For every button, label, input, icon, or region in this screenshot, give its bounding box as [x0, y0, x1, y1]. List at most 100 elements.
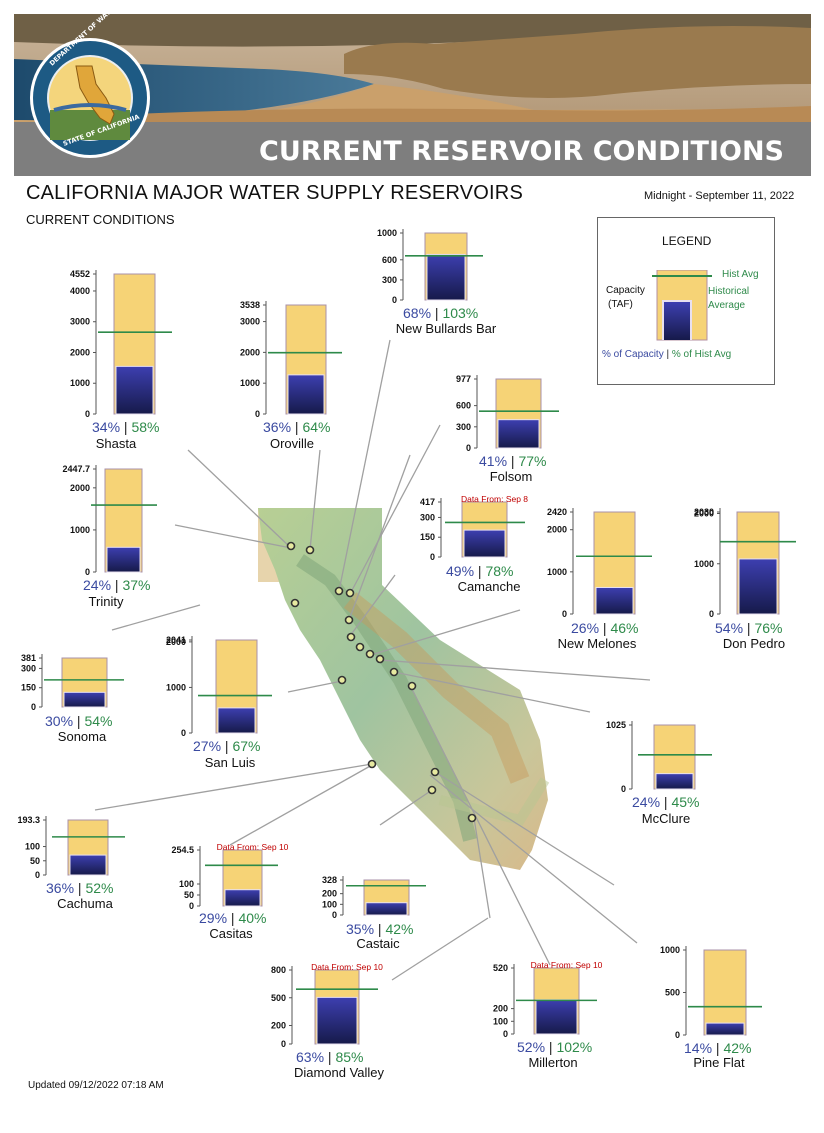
map-marker [355, 642, 365, 652]
reservoir-name: McClure [641, 811, 691, 826]
percent-readout: 36% | 52% [46, 880, 113, 896]
pct-hist-avg: 103% [442, 305, 479, 321]
page-subtitle: CURRENT CONDITIONS [26, 212, 175, 227]
pct-hist-avg: 77% [518, 453, 547, 469]
percent-readout: 29% | 40% [199, 910, 266, 926]
pct-capacity: 35% [346, 921, 375, 937]
map-marker [407, 681, 417, 691]
percent-readout: 34% | 58% [92, 419, 159, 435]
legend-historical-label: Historical [708, 286, 750, 297]
pct-separator: | [291, 419, 303, 435]
banner-title: CURRENT RESERVOIR CONDITIONS [259, 136, 784, 167]
reservoir-name: Folsom [489, 469, 533, 484]
pct-separator: | [221, 738, 233, 754]
legend-capacity-unit: (TAF) [608, 299, 633, 310]
pct-capacity: 36% [46, 880, 75, 896]
map-marker [286, 541, 296, 551]
pct-hist-avg: 54% [84, 713, 113, 729]
pct-separator: | [545, 1039, 557, 1055]
pct-separator: | [712, 1040, 724, 1056]
legend-sample-bar [652, 270, 712, 341]
pct-hist-avg: 40% [238, 910, 267, 926]
reservoir-name: Diamond Valley [293, 1065, 385, 1080]
reservoir-name: Shasta [95, 436, 137, 451]
map-marker [290, 598, 300, 608]
legend-pct-hist: % of Hist Avg [671, 349, 732, 360]
data-date-note: Data From: Sep 8 [460, 494, 529, 504]
reservoir-name: New Bullards Bar [395, 321, 497, 336]
pct-capacity: 54% [715, 620, 744, 636]
percent-readout: 14% | 42% [684, 1040, 751, 1056]
map-marker [367, 759, 377, 769]
pct-capacity: 41% [479, 453, 508, 469]
pct-separator: | [111, 577, 123, 593]
pct-separator: | [507, 453, 519, 469]
reservoir-markers [286, 541, 477, 823]
map-marker [346, 632, 356, 642]
legend: LEGEND Hist Avg Capacity (TAF) Historica… [597, 217, 775, 385]
pct-capacity: 36% [263, 419, 292, 435]
updated-timestamp: Updated 09/12/2022 07:18 AM [28, 1080, 164, 1091]
legend-capacity-label: Capacity [606, 285, 645, 296]
map-marker [334, 586, 344, 596]
pct-capacity: 63% [296, 1049, 325, 1065]
leader-lines [94, 339, 651, 981]
reservoir-name: New Melones [557, 636, 637, 651]
map-marker [365, 649, 375, 659]
reservoir-name: Pine Flat [693, 1055, 745, 1070]
percent-readout: 27% | 67% [193, 738, 260, 754]
page-title: CALIFORNIA MAJOR WATER SUPPLY RESERVOIRS [26, 182, 523, 204]
pct-hist-avg: 64% [302, 419, 331, 435]
percent-readout: 41% | 77% [479, 453, 546, 469]
pct-hist-avg: 85% [335, 1049, 364, 1065]
reservoir-name: Camanche [457, 579, 521, 594]
reservoir-name: Castaic [356, 936, 400, 951]
pct-separator: | [660, 794, 672, 810]
map-marker [337, 675, 347, 685]
map-marker [375, 654, 385, 664]
data-date-note: Data From: Sep 10 [311, 962, 383, 972]
percent-readout: 68% | 103% [403, 305, 478, 321]
data-date-note: Data From: Sep 10 [530, 960, 603, 970]
pct-capacity: 24% [632, 794, 661, 810]
legend-sep: | [666, 349, 670, 360]
pct-separator: | [743, 620, 755, 636]
data-date-note: Data From: Sep 10 [216, 842, 289, 852]
legend-percent-key: % of Capacity | % of Hist Avg [602, 349, 731, 360]
pct-separator: | [73, 713, 85, 729]
percent-readout: 49% | 78% [446, 563, 513, 579]
legend-title: LEGEND [662, 234, 712, 248]
pct-capacity: 30% [45, 713, 74, 729]
percent-readout: 26% | 46% [571, 620, 638, 636]
percent-readout: 36% | 64% [263, 419, 330, 435]
percent-readout: 52% | 102% [517, 1039, 592, 1055]
pct-capacity: 34% [92, 419, 121, 435]
pct-separator: | [324, 1049, 336, 1065]
percent-readout: 35% | 42% [346, 921, 413, 937]
pct-capacity: 49% [446, 563, 475, 579]
percent-readout: 24% | 45% [632, 794, 699, 810]
reservoir-name: San Luis [204, 755, 256, 770]
reservoir-name: Sonoma [57, 729, 107, 744]
pct-separator: | [431, 305, 443, 321]
pct-hist-avg: 45% [671, 794, 700, 810]
pct-separator: | [120, 419, 132, 435]
pct-separator: | [227, 910, 239, 926]
reservoir-name: Cachuma [57, 896, 113, 911]
pct-capacity: 52% [517, 1039, 546, 1055]
pct-hist-avg: 76% [754, 620, 783, 636]
map-marker [345, 588, 355, 598]
percent-readout: 24% | 37% [83, 577, 150, 593]
reservoir-name: Casitas [209, 926, 253, 941]
pct-separator: | [474, 563, 486, 579]
pct-hist-avg: 52% [85, 880, 114, 896]
pct-hist-avg: 67% [232, 738, 261, 754]
pct-capacity: 26% [571, 620, 600, 636]
pct-hist-avg: 78% [485, 563, 514, 579]
pct-capacity: 29% [199, 910, 228, 926]
map-marker [427, 785, 437, 795]
header-banner: CURRENT RESERVOIR CONDITIONS DEPARTMENT … [14, 14, 811, 176]
percent-readout: 63% | 85% [296, 1049, 363, 1065]
pct-hist-avg: 42% [723, 1040, 752, 1056]
